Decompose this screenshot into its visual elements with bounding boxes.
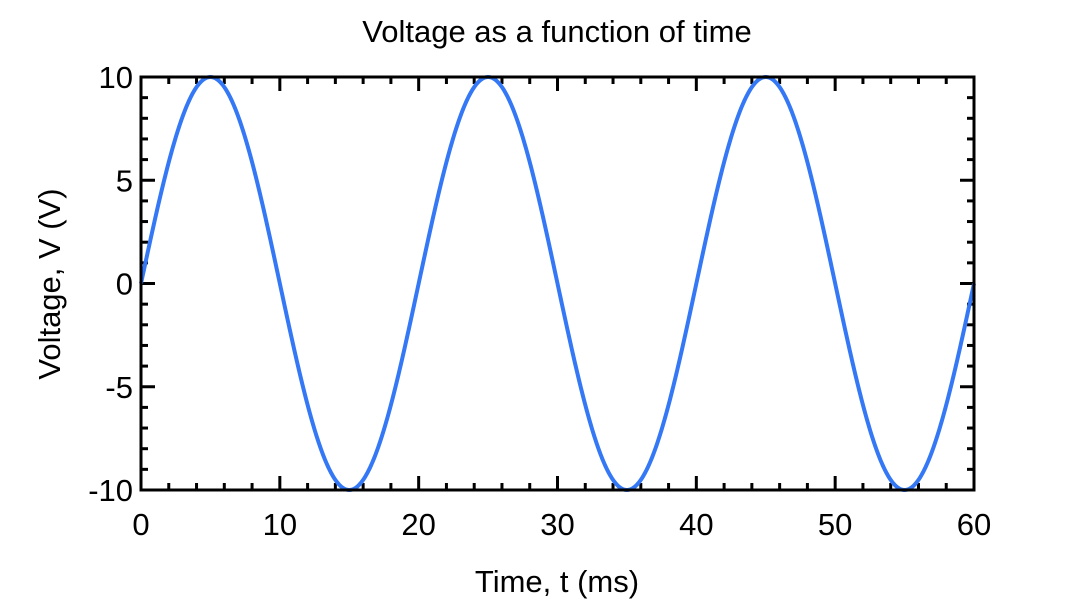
- x-tick-label: 0: [132, 507, 149, 542]
- x-tick-label: 20: [401, 507, 435, 542]
- x-tick-label: 40: [679, 507, 713, 542]
- series-line: [139, 74, 976, 493]
- y-tick-label: 5: [116, 163, 133, 198]
- x-axis-label: Time, t (ms): [475, 564, 639, 599]
- y-tick-label: -10: [88, 473, 133, 508]
- x-tick-label: 60: [957, 507, 991, 542]
- y-tick-label: -5: [105, 370, 133, 405]
- y-tick-label: 10: [99, 60, 133, 95]
- y-tick-label: 0: [116, 267, 133, 302]
- y-axis-label: Voltage, V (V): [32, 188, 67, 379]
- x-tick-label: 30: [540, 507, 574, 542]
- tick-labels: 0 10 20 30 40 50 60 -10 -5 0 5 10: [88, 60, 991, 542]
- plot-frame: [139, 75, 976, 492]
- x-tick-label: 10: [263, 507, 297, 542]
- x-tick-label: 50: [818, 507, 852, 542]
- chart-title: Voltage as a function of time: [362, 14, 751, 49]
